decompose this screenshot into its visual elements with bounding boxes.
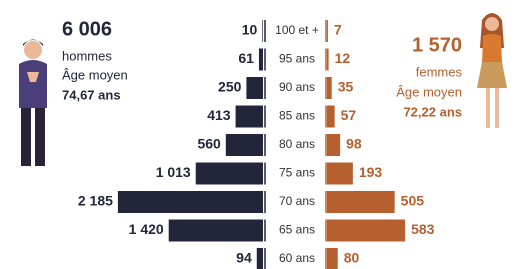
page: 6 006 hommes Âge moyen 74,67 ans 1 570 f… xyxy=(0,0,514,269)
men-value: 413 xyxy=(207,107,231,123)
chart: 6 006 hommes Âge moyen 74,67 ans 1 570 f… xyxy=(0,0,514,269)
age-label: 60 ans xyxy=(279,251,315,265)
women-value: 12 xyxy=(335,50,351,66)
men-bar xyxy=(196,163,263,185)
women-value: 80 xyxy=(344,250,360,266)
men-bar xyxy=(226,134,263,156)
women-bar xyxy=(327,220,405,242)
age-label: 70 ans xyxy=(279,194,315,208)
women-label: femmes xyxy=(416,64,463,79)
men-value: 61 xyxy=(238,50,254,66)
women-bar xyxy=(327,134,340,156)
age-label: 80 ans xyxy=(279,137,315,151)
men-bar xyxy=(259,49,263,71)
men-bar xyxy=(262,20,263,42)
men-value: 560 xyxy=(197,136,221,152)
age-label: 100 et + xyxy=(275,23,319,37)
age-label: 95 ans xyxy=(279,52,315,66)
men-label: hommes xyxy=(62,48,112,63)
men-value: 1 013 xyxy=(156,164,191,180)
age-label: 75 ans xyxy=(279,166,315,180)
men-bar xyxy=(118,191,263,213)
women-value: 7 xyxy=(334,22,342,38)
women-bar xyxy=(327,106,335,128)
women-total: 1 570 xyxy=(412,34,462,56)
age-label: 90 ans xyxy=(279,80,315,94)
men-bar xyxy=(236,106,263,128)
women-value: 505 xyxy=(401,193,425,209)
women-value: 193 xyxy=(359,164,383,180)
women-value: 57 xyxy=(341,107,357,123)
men-mean-title: Âge moyen xyxy=(62,67,128,82)
men-bar xyxy=(169,220,263,242)
men-value: 2 185 xyxy=(78,193,113,209)
age-label: 85 ans xyxy=(279,109,315,123)
women-value: 35 xyxy=(338,79,354,95)
age-label: 65 ans xyxy=(279,223,315,237)
men-total: 6 006 xyxy=(62,18,112,40)
men-bar xyxy=(246,77,263,99)
women-mean-title: Âge moyen xyxy=(396,84,462,99)
women-mean-age: 72,22 ans xyxy=(403,104,462,119)
men-mean-age: 74,67 ans xyxy=(62,87,121,102)
men-value: 250 xyxy=(218,79,242,95)
woman-figure xyxy=(477,13,507,128)
women-bar xyxy=(327,248,338,269)
women-bar xyxy=(327,20,328,42)
women-value: 583 xyxy=(411,221,435,237)
men-bar xyxy=(257,248,263,269)
women-bar xyxy=(327,77,332,99)
women-value: 98 xyxy=(346,136,362,152)
women-bar xyxy=(327,191,395,213)
men-value: 10 xyxy=(242,22,258,38)
man-figure xyxy=(19,40,47,167)
men-value: 1 420 xyxy=(129,221,164,237)
men-value: 94 xyxy=(236,250,252,266)
women-bar xyxy=(327,49,329,71)
women-bar xyxy=(327,163,353,185)
